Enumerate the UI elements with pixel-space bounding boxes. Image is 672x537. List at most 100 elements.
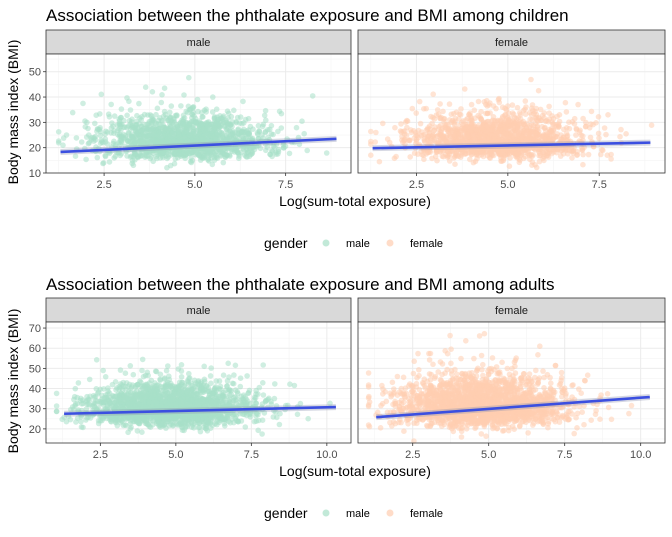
scatter-point [171,160,178,167]
scatter-point [131,139,137,146]
scatter-point [528,76,534,83]
scatter-point [400,128,407,135]
scatter-point [275,148,282,155]
scatter-point [78,139,85,145]
scatter-point [92,120,98,127]
scatter-point [244,398,251,405]
scatter-point [244,373,250,379]
scatter-point [563,125,570,131]
scatter-point [220,159,227,166]
adults-chart: Association between the phthalate exposu… [5,275,666,521]
scatter-point [72,153,79,159]
scatter-point [63,132,70,138]
scatter-point [201,363,207,370]
scatter-point [129,160,135,167]
scatter-point [190,109,197,116]
scatter-point [542,124,548,131]
facet-strip-label: male [187,37,211,49]
scatter-point [163,367,170,374]
scatter-point [218,129,225,136]
scatter-point [181,115,188,121]
scatter-point [153,111,159,118]
scatter-point [139,128,146,134]
scatter-point [510,111,517,118]
scatter-point [150,158,156,165]
legend-title: gender [264,235,308,251]
scatter-point [420,152,427,158]
scatter-point [491,134,498,141]
scatter-point [596,135,602,141]
scatter-point [440,134,447,141]
scatter-point [146,132,153,139]
scatter-point [142,136,148,143]
scatter-point [69,404,76,410]
scatter-point [127,107,134,113]
scatter-point [276,421,283,428]
x-tick-label: 2.5 [409,179,424,191]
scatter-point [588,108,595,115]
scatter-point [452,161,458,167]
scatter-point [464,134,471,140]
scatter-point [245,115,252,122]
scatter-point [100,160,106,167]
scatter-point [73,135,80,141]
scatter-point [178,103,184,109]
scatter-point [144,381,150,388]
scatter-point [134,112,140,119]
scatter-point [93,144,99,150]
scatter-point [55,129,62,135]
y-tick-label: 20 [29,143,41,155]
scatter-point [430,91,437,97]
scatter-point [260,392,267,398]
scatter-point [456,111,463,117]
scatter-point [124,112,130,119]
scatter-point [489,152,496,159]
scatter-point [560,134,567,141]
scatter-point [532,120,539,127]
regression-line [60,137,337,154]
scatter-point [438,128,444,135]
scatter-point [179,379,185,386]
scatter-point [110,392,116,399]
scatter-point [509,102,516,108]
scatter-point [445,138,452,145]
scatter-point [166,138,172,144]
scatter-point [546,103,552,110]
y-tick-label: 50 [29,67,41,79]
scatter-point [502,152,508,159]
scatter-point [575,101,581,108]
scatter-point [237,375,244,382]
scatter-point [93,386,100,392]
scatter-point [178,374,185,380]
scatter-point [513,119,519,126]
scatter-point [260,380,266,386]
scatter-point [222,423,228,429]
scatter-point [108,130,114,136]
scatter-point [267,151,274,158]
scatter-point [248,151,254,158]
scatter-point [152,368,159,375]
scatter-point [169,130,175,137]
scatter-point [255,122,262,129]
scatter-point [571,115,578,122]
scatter-point [260,121,267,128]
scatter-point [208,365,214,371]
scatter-point [282,143,289,150]
scatter-point [477,125,484,131]
scatter-point [451,110,457,117]
scatter-point [422,139,428,145]
scatter-point [490,117,496,124]
scatter-point [214,421,220,428]
scatter-point [178,368,185,374]
scatter-point [199,121,206,127]
scatter-point [434,157,440,164]
scatter-point [143,153,150,159]
scatter-point [384,136,391,142]
scatter-point [451,133,458,140]
scatter-point [201,378,208,385]
scatter-point [165,363,171,369]
scatter-point [462,86,468,92]
scatter-point [555,121,562,127]
scatter-point [295,134,302,141]
scatter-point [94,128,100,134]
